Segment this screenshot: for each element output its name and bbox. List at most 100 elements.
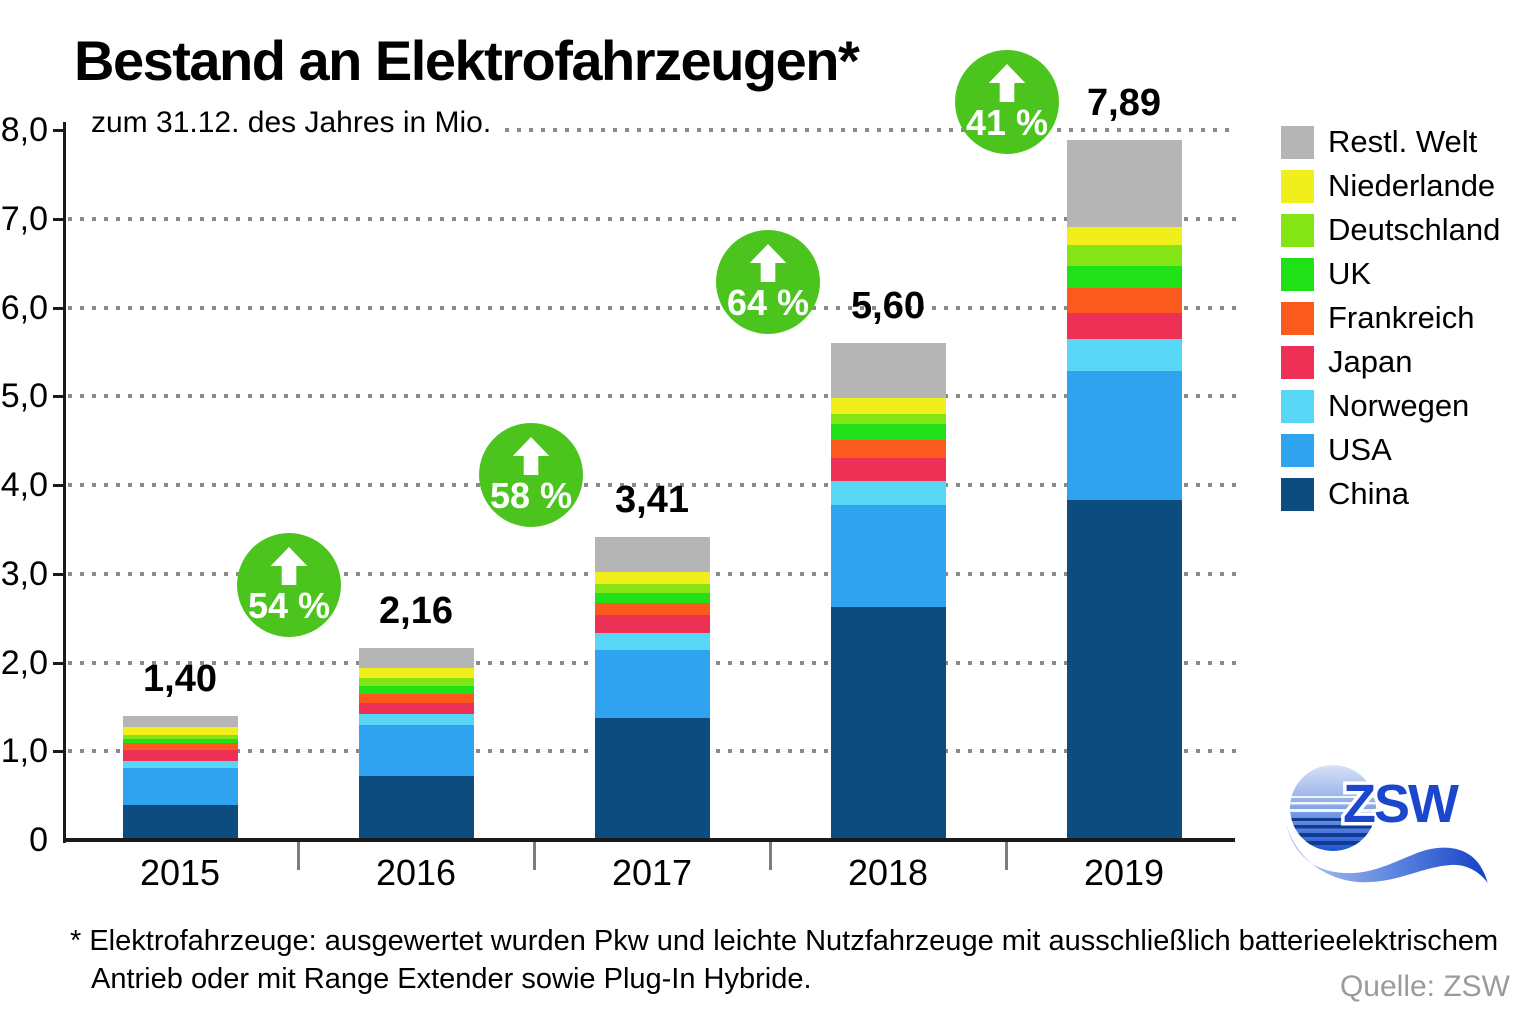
plot-area: 0 1,0 2,0 3,0 4,0 5,0 6,0 7,0 8,0 1,40 2015 2,16 201… — [1, 50, 1236, 893]
bar-2018 — [830, 343, 946, 840]
y-axis-line — [63, 122, 66, 843]
x-axis-line — [63, 838, 1235, 842]
gridline-8,0 — [505, 128, 1232, 132]
bar-segment-2017-Frankreich — [594, 603, 710, 616]
y-tick-label: 1,0 — [0, 732, 48, 771]
bar-segment-2017-China — [594, 718, 710, 840]
y-tick-label: 3,0 — [0, 554, 48, 593]
legend-item-UK: UK — [1281, 252, 1500, 296]
legend: Restl. Welt Niederlande Deutschland UK Frank… — [1281, 120, 1500, 516]
bar-segment-2018-UK — [830, 423, 946, 440]
growth-badge-54%: 54 % — [237, 533, 341, 637]
total-label-2017: 3,41 — [615, 479, 689, 522]
x-axis-tick — [296, 842, 300, 870]
x-tick-label-2016: 2016 — [375, 852, 457, 893]
bar-segment-2018-Niederlande — [830, 398, 946, 414]
bar-segment-2019-Restl. Welt — [1066, 139, 1182, 227]
bar-segment-2015-USA — [122, 768, 238, 805]
bar-2017 — [594, 537, 710, 840]
legend-label: Niederlande — [1328, 168, 1496, 203]
y-axis-tick — [53, 750, 63, 754]
x-axis-tick — [532, 842, 536, 870]
bar-segment-2015-Frankreich — [122, 743, 238, 751]
x-tick-label-2015: 2015 — [139, 852, 221, 893]
legend-swatch-icon — [1281, 257, 1314, 291]
legend-swatch-icon — [1281, 213, 1314, 247]
growth-percent-label: 54 % — [247, 584, 331, 626]
bar-segment-2018-China — [830, 606, 946, 840]
y-axis-tick — [53, 661, 63, 665]
y-tick-label: 8,0 — [0, 111, 48, 149]
legend-label: Frankreich — [1328, 300, 1475, 335]
bar-segment-2018-USA — [830, 505, 946, 607]
y-tick-label: 7,0 — [0, 199, 48, 238]
bar-segment-2016-UK — [358, 686, 474, 694]
legend-label: UK — [1328, 256, 1372, 291]
up-arrow-icon — [270, 546, 308, 585]
total-label-2018: 5,60 — [851, 285, 925, 327]
bar-segment-2017-USA — [594, 650, 710, 719]
bar-segment-2015-Japan — [122, 750, 238, 762]
y-axis-tick — [53, 306, 63, 310]
legend-swatch-icon — [1281, 301, 1314, 335]
legend-swatch-icon — [1281, 345, 1314, 379]
bar-segment-2019-Norwegen — [1066, 338, 1182, 372]
bar-segment-2017-Deutschland — [594, 584, 710, 594]
bar-segment-2015-UK — [122, 738, 238, 744]
bar-segment-2015-Norwegen — [122, 761, 238, 769]
up-arrow-icon — [749, 243, 787, 282]
legend-swatch-icon — [1281, 433, 1314, 467]
y-axis-tick — [53, 572, 63, 576]
y-tick-label: 2,0 — [0, 643, 48, 682]
up-arrow-icon — [512, 436, 550, 475]
legend-item-Japan: Japan — [1281, 340, 1500, 384]
legend-swatch-icon — [1281, 389, 1314, 423]
y-axis-tick — [53, 217, 63, 221]
chart-subtitle: zum 31.12. des Jahres in Mio. — [91, 106, 492, 139]
bar-segment-2019-Niederlande — [1066, 226, 1182, 246]
y-axis-tick — [53, 484, 63, 487]
legend-label: Norwegen — [1328, 388, 1470, 423]
footnote: * Elektrofahrzeuge: ausgewertet wurden P… — [70, 922, 1498, 998]
bar-segment-2018-Restl. Welt — [830, 343, 946, 399]
legend-label: Japan — [1328, 344, 1413, 379]
legend-swatch-icon — [1281, 477, 1314, 511]
x-tick-label-2019: 2019 — [1083, 852, 1165, 893]
bar-segment-2019-Frankreich — [1066, 287, 1182, 313]
zsw-globe-icon — [1290, 765, 1376, 851]
y-axis-tick — [53, 395, 63, 399]
bar-segment-2016-Frankreich — [358, 693, 474, 704]
zsw-logo: ZSW — [1286, 765, 1488, 883]
bar-segment-2016-Japan — [358, 703, 474, 714]
bar-2019 — [1066, 139, 1182, 840]
bar-segment-2017-Norwegen — [594, 633, 710, 651]
bar-2016 — [358, 648, 474, 840]
bar-segment-2019-USA — [1066, 371, 1182, 501]
legend-item-USA: USA — [1281, 428, 1500, 472]
bar-segment-2016-Restl. Welt — [358, 648, 474, 668]
bar-segment-2015-Restl. Welt — [122, 715, 238, 728]
bar-segment-2015-China — [122, 804, 238, 840]
gridline-5,0 — [68, 394, 1236, 399]
y-axis-tick — [53, 129, 63, 132]
growth-percent-label: 58 % — [489, 474, 573, 516]
total-label-2019: 7,89 — [1087, 81, 1161, 124]
bar-segment-2016-China — [358, 776, 474, 840]
x-tick-label-2017: 2017 — [611, 852, 693, 893]
source-label: Quelle: ZSW — [1339, 970, 1510, 1003]
y-tick-label: 0 — [29, 821, 48, 859]
bar-segment-2016-USA — [358, 724, 474, 777]
growth-badge-58%: 58 % — [479, 423, 583, 527]
bar-segment-2017-UK — [594, 593, 710, 604]
legend-item-Deutschland: Deutschland — [1281, 208, 1500, 252]
up-arrow-icon — [988, 63, 1026, 102]
bar-2015 — [122, 715, 238, 840]
total-label-2016: 2,16 — [379, 590, 453, 633]
bar-segment-2018-Japan — [830, 458, 946, 481]
legend-label: Restl. Welt — [1328, 124, 1478, 159]
growth-percent-label: 41 % — [965, 101, 1049, 143]
zsw-wave-icon — [1286, 822, 1488, 883]
growth-percent-label: 64 % — [726, 281, 810, 323]
gridline-6,0 — [68, 305, 1236, 310]
x-tick-label-2018: 2018 — [847, 852, 929, 893]
